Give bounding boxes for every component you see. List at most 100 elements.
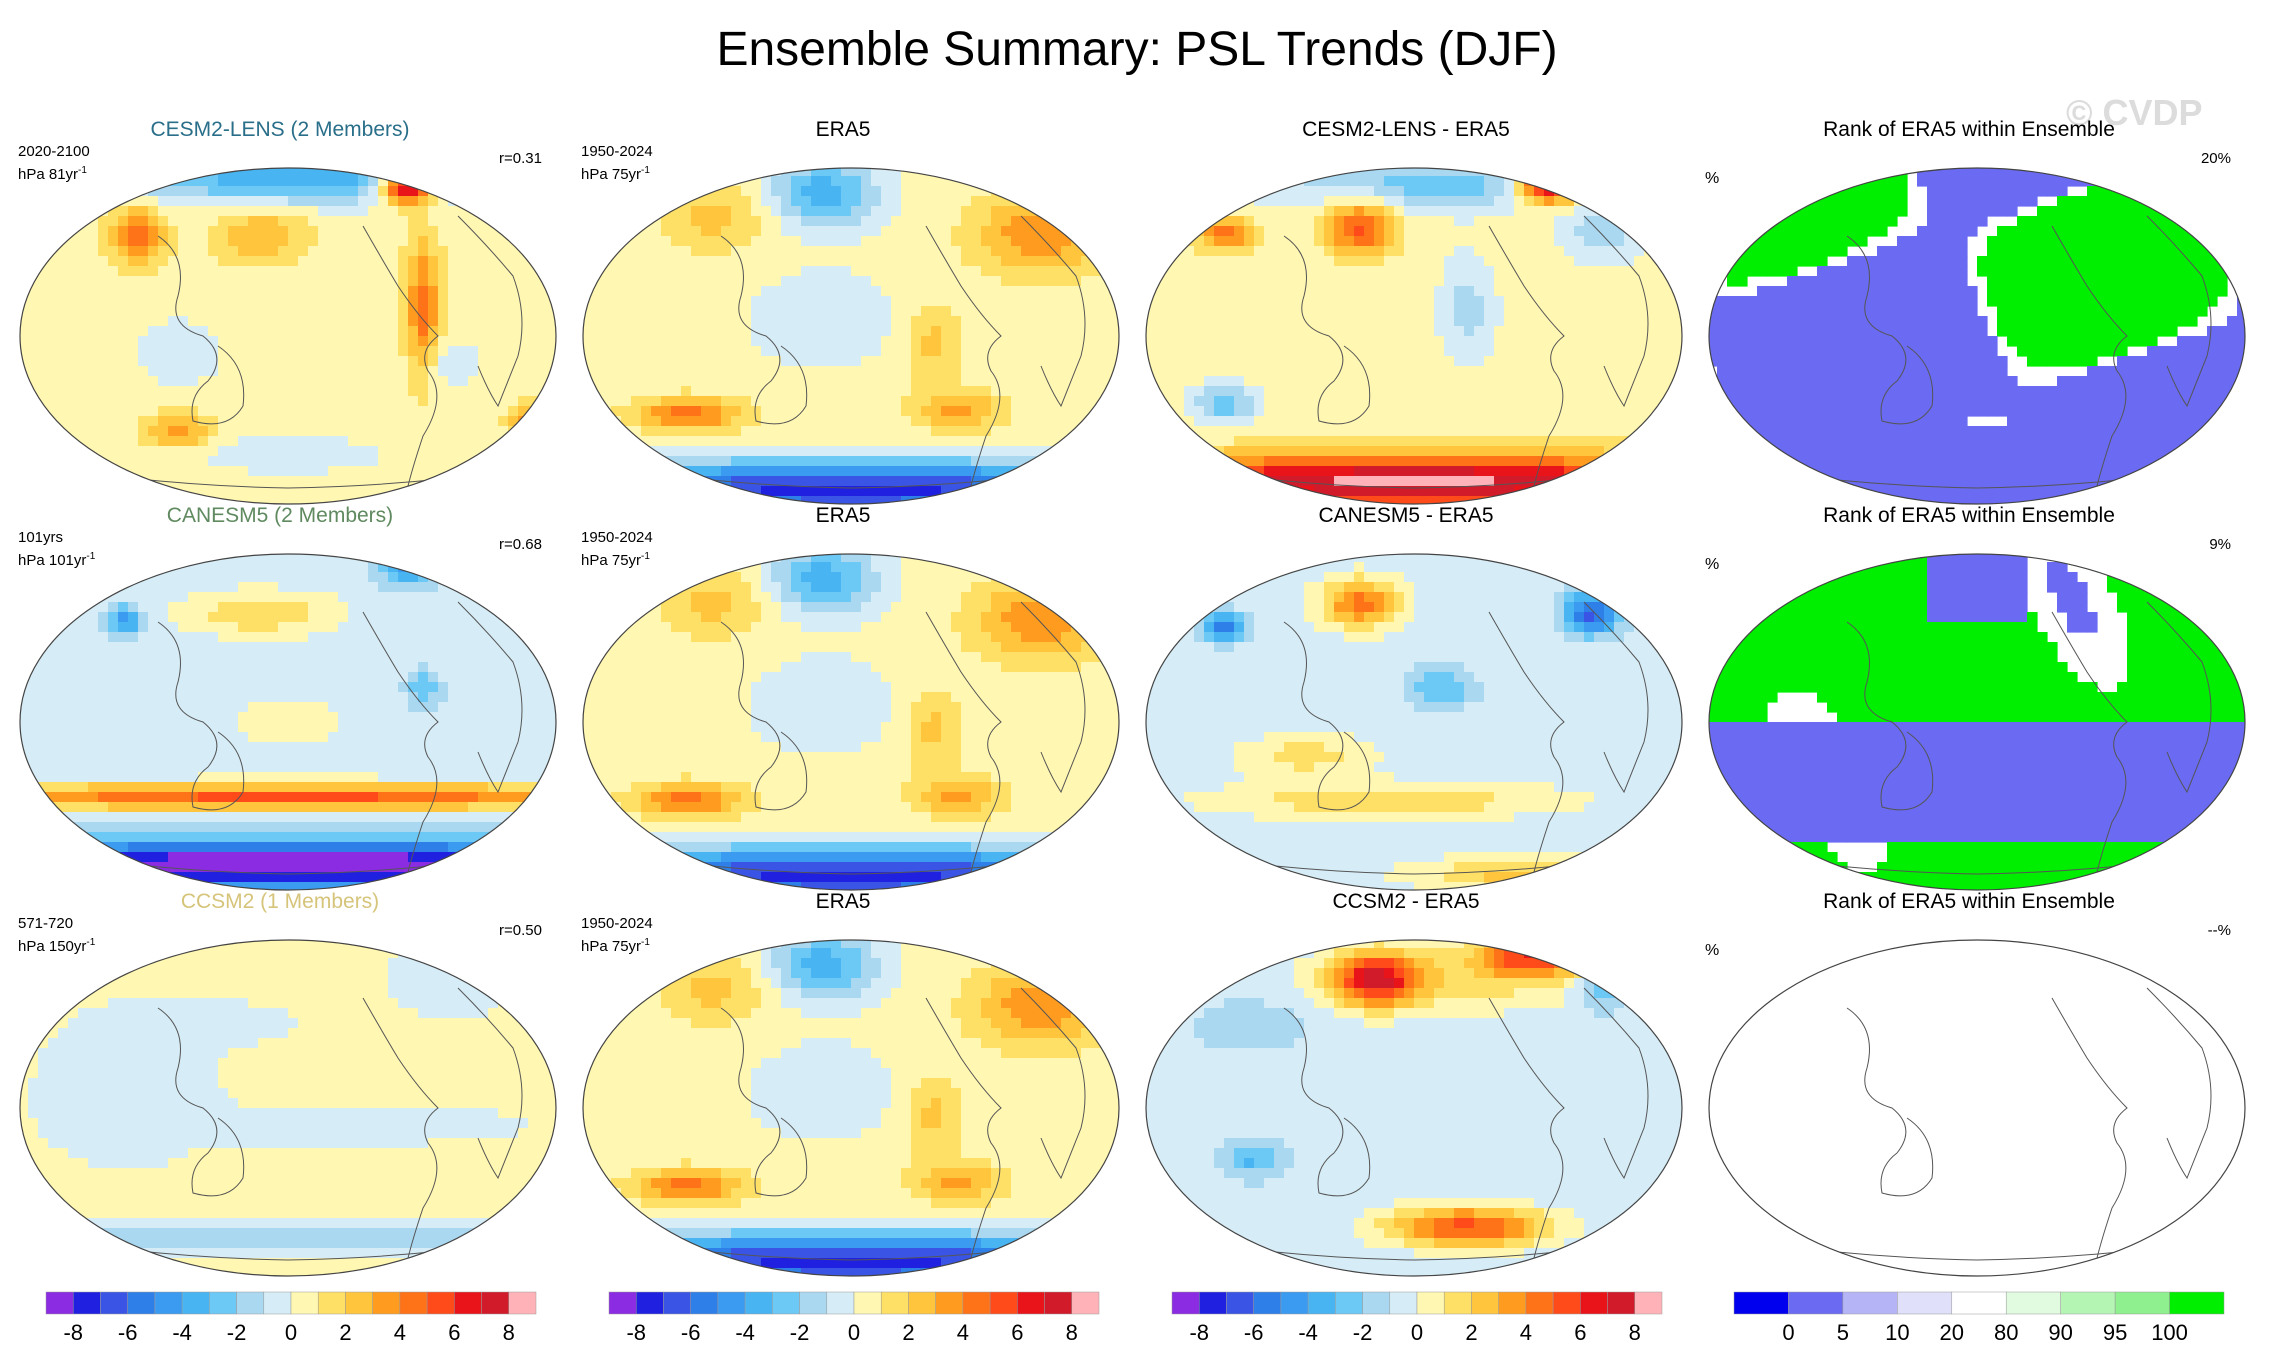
field-cell <box>1354 176 1365 187</box>
field-cell <box>1031 406 1042 417</box>
field-cell <box>128 416 139 427</box>
field-cell <box>971 168 982 177</box>
field-cell <box>328 476 339 487</box>
field-cell <box>228 226 239 237</box>
field-cell <box>1031 306 1042 317</box>
field-cell <box>831 286 842 297</box>
field-cell <box>941 176 952 187</box>
field-cell <box>1584 386 1595 397</box>
field-cell <box>871 316 882 327</box>
field-cell <box>118 376 129 387</box>
field-cell <box>148 406 159 417</box>
field-cell <box>681 396 692 407</box>
field-cell <box>1504 376 1515 387</box>
field-cell <box>368 206 379 217</box>
field-cell <box>338 406 349 417</box>
field-cell <box>158 446 169 457</box>
field-cell <box>711 316 722 327</box>
field-cell <box>601 476 612 487</box>
field-cell <box>1504 386 1515 397</box>
field-cell <box>1304 236 1315 247</box>
field-cell <box>1214 196 1225 207</box>
field-cell <box>168 216 179 227</box>
field-cell <box>681 236 692 247</box>
field-cell <box>408 436 419 447</box>
field-cell <box>408 316 419 327</box>
field-cell <box>128 346 139 357</box>
field-cell <box>1146 246 1155 257</box>
field-cell <box>611 356 622 367</box>
field-cell <box>418 168 429 177</box>
field-cell <box>428 196 439 207</box>
field-cell <box>991 286 1002 297</box>
field-cell <box>118 396 129 407</box>
field-cell <box>328 196 339 207</box>
field-cell <box>591 236 602 247</box>
field-cell <box>1644 296 1655 307</box>
field-cell <box>1384 168 1395 177</box>
field-cell <box>1464 356 1475 367</box>
field-cell <box>318 276 329 287</box>
field-cell <box>158 436 169 447</box>
field-cell <box>1364 226 1375 237</box>
field-cell <box>548 236 556 247</box>
field-cell <box>368 436 379 447</box>
field-cell <box>691 286 702 297</box>
field-cell <box>1234 226 1245 237</box>
field-cell <box>621 466 632 477</box>
field-cell <box>1314 336 1325 347</box>
field-cell <box>991 356 1002 367</box>
field-cell <box>1294 256 1305 267</box>
field-cell <box>68 366 79 377</box>
field-cell <box>478 186 489 197</box>
field-cell <box>1101 376 1112 387</box>
field-cell <box>358 396 369 407</box>
field-cell <box>791 406 802 417</box>
field-cell <box>831 436 842 447</box>
field-cell <box>518 376 529 387</box>
field-cell <box>1434 226 1445 237</box>
field-cell <box>1021 456 1032 467</box>
field-cell <box>1604 176 1615 187</box>
field-cell <box>68 356 79 367</box>
field-cell <box>488 256 499 267</box>
field-cell <box>971 236 982 247</box>
field-cell <box>1574 346 1585 357</box>
field-cell <box>583 326 592 337</box>
field-cell <box>1504 176 1515 187</box>
field-cell <box>268 316 279 327</box>
field-cell <box>358 426 369 437</box>
field-cell <box>1624 256 1635 267</box>
field-cell <box>601 346 612 357</box>
field-cell <box>1224 386 1235 397</box>
field-cell <box>1264 196 1275 207</box>
field-cell <box>358 436 369 447</box>
field-cell <box>591 406 602 417</box>
field-cell <box>1434 196 1445 207</box>
field-cell <box>841 286 852 297</box>
field-cell <box>901 168 912 177</box>
field-cell <box>931 256 942 267</box>
field-cell <box>128 366 139 377</box>
field-cell <box>508 316 519 327</box>
field-cell <box>118 176 129 187</box>
field-cell <box>771 186 782 197</box>
field-cell <box>188 286 199 297</box>
field-cell <box>1404 176 1415 187</box>
field-cell <box>1001 236 1012 247</box>
field-cell <box>358 346 369 357</box>
field-cell <box>358 296 369 307</box>
field-cell <box>508 456 519 467</box>
field-cell <box>821 316 832 327</box>
field-cell <box>378 206 389 217</box>
field-cell <box>1001 186 1012 197</box>
field-cell <box>318 496 329 504</box>
field-cell <box>438 416 449 427</box>
field-cell <box>981 196 992 207</box>
field-cell <box>248 186 259 197</box>
field-cell <box>548 436 556 447</box>
field-cell <box>518 316 529 327</box>
field-cell <box>158 456 169 467</box>
field-cell <box>448 326 459 337</box>
field-cell <box>761 256 772 267</box>
